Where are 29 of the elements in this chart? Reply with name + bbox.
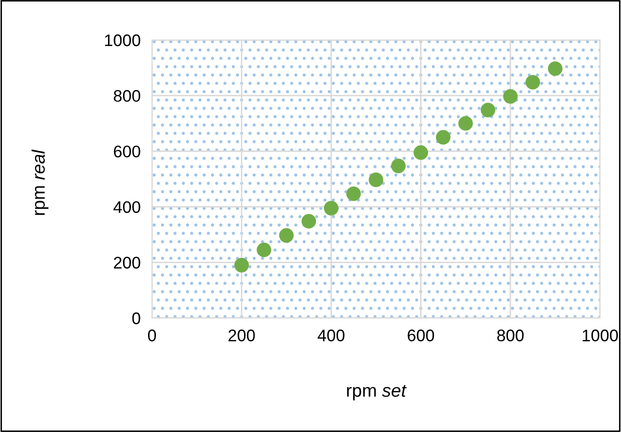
point <box>436 130 450 145</box>
point <box>503 89 518 104</box>
x-tick-label: 1000 <box>582 330 618 342</box>
y-tick-label: 800 <box>114 90 140 102</box>
x-tick-label: 600 <box>408 330 434 342</box>
point <box>234 258 249 272</box>
y-tick-label: 1000 <box>105 34 140 46</box>
point <box>458 116 473 131</box>
y-tick-label: 600 <box>114 146 140 158</box>
point <box>256 242 272 258</box>
x-tick-label: 200 <box>228 330 255 342</box>
point <box>391 158 406 174</box>
x-axis-title: rpm set <box>347 384 407 400</box>
point <box>526 74 540 90</box>
y-tick-label: 0 <box>132 312 140 324</box>
y-axis-title: rpm real <box>32 149 48 215</box>
point <box>368 172 384 188</box>
y-tick-label: 400 <box>113 201 140 214</box>
point <box>414 145 428 160</box>
x-tick-label: 800 <box>497 330 524 342</box>
x-tick-label: 400 <box>318 330 344 342</box>
x-tick-label: 0 <box>148 330 156 342</box>
point <box>324 200 338 216</box>
point <box>302 214 316 229</box>
point <box>279 228 294 243</box>
y-tick-label: 200 <box>114 256 140 269</box>
point <box>346 186 361 202</box>
point <box>548 61 562 76</box>
point <box>480 102 496 118</box>
